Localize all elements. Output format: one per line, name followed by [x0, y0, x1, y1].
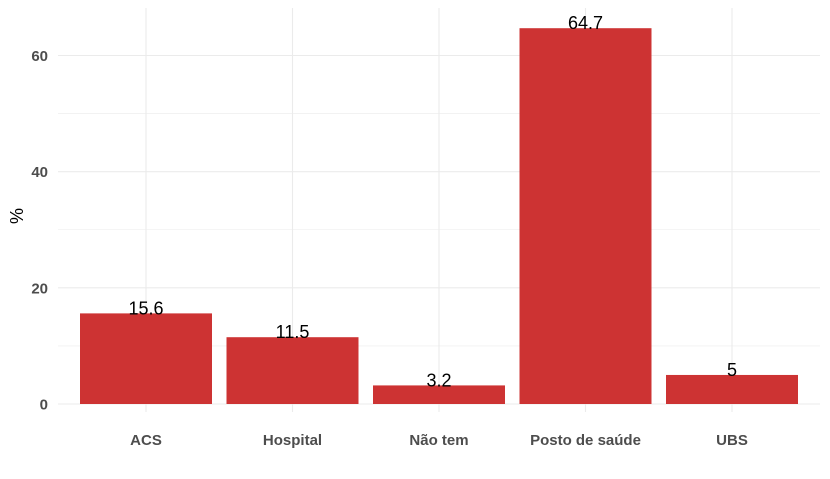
bar [666, 374, 798, 404]
y-axis-title: % [7, 208, 27, 224]
x-tick-label: UBS [716, 432, 748, 449]
x-tick-label: Não tem [409, 432, 468, 449]
bar [519, 28, 652, 404]
y-tick-label: 40 [31, 164, 48, 181]
x-tick-label: Hospital [263, 432, 322, 449]
y-axis-ticks: 0 20 40 60 [31, 48, 48, 414]
y-tick-label: 0 [40, 397, 48, 414]
data-label: 5 [727, 360, 737, 380]
x-axis-ticks: ACS Hospital Não tem Posto de saúde UBS [130, 432, 748, 449]
bars [80, 28, 798, 404]
y-tick-label: 60 [31, 48, 48, 65]
data-label: 11.5 [276, 322, 310, 342]
data-labels: 15.6 11.5 3.2 64.7 5 [128, 13, 737, 390]
y-tick-label: 20 [31, 280, 48, 297]
data-label: 64.7 [568, 13, 603, 33]
bar [80, 313, 212, 404]
x-tick-label: Posto de saúde [530, 432, 641, 449]
x-tick-label: ACS [130, 432, 162, 449]
data-label: 15.6 [128, 298, 163, 318]
bar [226, 337, 359, 404]
bar [373, 385, 505, 404]
data-label: 3.2 [426, 370, 451, 390]
